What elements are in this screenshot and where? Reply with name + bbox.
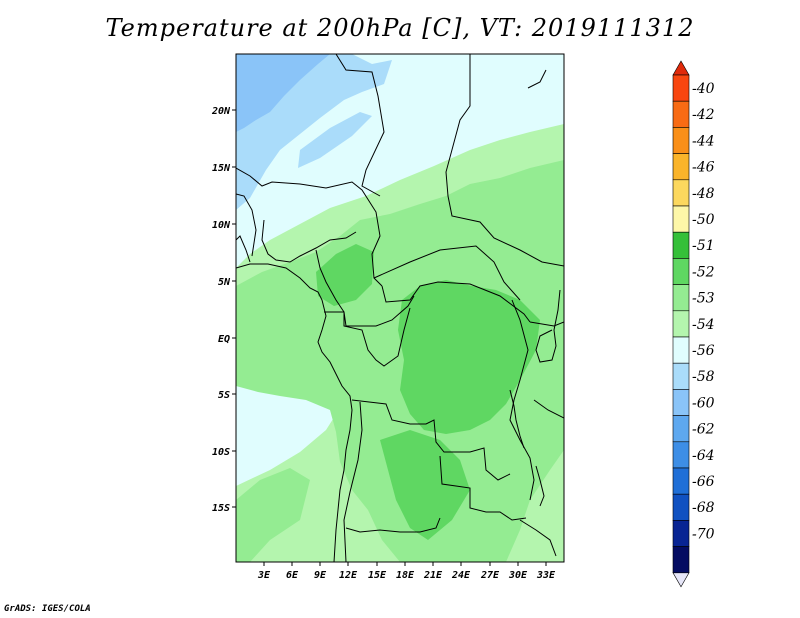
coast-redsea [527, 69, 547, 89]
boundary-congo [343, 295, 415, 327]
lon-label-27e: 27E [480, 570, 500, 581]
colorbar-label: -51 [692, 238, 715, 254]
colorbar-swatch [672, 127, 690, 154]
boundary-tanzania [533, 399, 564, 419]
lat-label-15n: 15N [212, 163, 231, 174]
colorbar-swatch [672, 100, 690, 128]
colorbar-swatch [672, 153, 690, 181]
colorbar-label: -50 [692, 212, 715, 228]
colorbar-top-arrow [672, 60, 690, 76]
boundary-mozambique [519, 519, 557, 557]
colorbar-swatch [672, 415, 690, 443]
colorbar-label: -60 [692, 395, 715, 411]
lon-label-18e: 18E [396, 570, 415, 581]
lat-axis: 20N 15N 10N 5N EQ 5S 10S 15S [211, 106, 236, 514]
colorbar-swatch [672, 520, 690, 547]
lon-label-9e: 9E [314, 570, 327, 581]
lat-label-eq: EQ [218, 334, 230, 345]
country-boundaries [236, 54, 564, 562]
colorbar-label: -40 [692, 81, 715, 97]
colorbar-swatch [672, 467, 690, 495]
field-58-zone [236, 54, 330, 132]
grads-credit: GrADS: IGES/COLA [4, 604, 91, 614]
colorbar-swatch [672, 441, 690, 469]
colorbar-swatch [672, 205, 690, 233]
colorbar-label: -58 [692, 369, 715, 385]
colorbar-label: -70 [692, 526, 715, 542]
colorbar-label: -53 [692, 291, 715, 307]
field-51-zone [398, 280, 540, 434]
lon-label-15e: 15E [368, 570, 387, 581]
lon-label-24e: 24E [451, 570, 471, 581]
boundary-westafrica-1 [236, 193, 257, 257]
lat-label-10n: 10N [212, 220, 231, 231]
coast-lake-tanganyika [509, 389, 525, 449]
boundary-angola-west [343, 401, 363, 562]
colorbar-swatch [672, 310, 690, 338]
colorbar-label: -42 [692, 107, 715, 123]
boundary-north-2 [445, 54, 564, 267]
colorbar-swatch [672, 231, 690, 259]
boundary-gabon [324, 307, 411, 367]
lon-label-6e: 6E [286, 570, 299, 581]
lon-label-3e: 3E [257, 570, 271, 581]
colorbar-bottom-arrow [672, 572, 690, 588]
field-56-streak [298, 112, 372, 168]
colorbar-label: -46 [692, 160, 715, 176]
colorbar-label: -44 [692, 133, 715, 149]
boundary-central [373, 245, 521, 301]
lon-label-21e: 21E [423, 570, 443, 581]
coastline [236, 69, 561, 562]
field-52-southwest [236, 468, 310, 562]
colorbar-swatch [672, 74, 690, 102]
boundary-westafrica-2 [236, 235, 251, 263]
lat-label-15s: 15S [212, 503, 230, 514]
map-frame [235, 53, 565, 563]
lon-label-33e: 33E [536, 570, 556, 581]
lon-label-12e: 12E [339, 570, 358, 581]
field-51-south [380, 430, 470, 540]
colorbar-swatch [672, 284, 690, 312]
colorbar-swatch [672, 362, 690, 390]
lat-label-20n: 20N [211, 106, 231, 117]
colorbar-label: -56 [692, 343, 715, 359]
lon-label-30e: 30E [508, 570, 528, 581]
map-title: Temperature at 200hPa [C], VT: 201911131… [105, 14, 695, 42]
coast-gulf-guinea [236, 263, 353, 562]
boundary-nigeria [261, 219, 357, 263]
coast-lake-malawi [535, 465, 545, 507]
boundary-east-lakes [509, 299, 535, 501]
colorbar-label: -68 [692, 500, 715, 516]
colorbar-label: -66 [692, 474, 715, 490]
colorbar-swatch [672, 493, 690, 521]
boundary-angola-zambia [439, 455, 527, 521]
boundary-north-1 [335, 54, 385, 197]
lon-axis: 3E 6E 9E 12E 15E 18E 21E 24E 27E 30E 33E [257, 562, 556, 581]
colorbar: -40 -42 -44 -46 -48 -50 -51 -52 -53 -54 -56 -58 -60 -… [672, 60, 715, 588]
colorbar-label: -48 [692, 186, 715, 202]
colorbar-swatch [672, 336, 690, 364]
colorbar-label: -64 [692, 448, 715, 464]
lat-label-5n: 5N [218, 277, 231, 288]
boundary-west-coast [236, 167, 383, 287]
coast-east [535, 289, 561, 363]
boundary-angola-south [345, 517, 441, 533]
lat-label-5s: 5S [218, 390, 230, 401]
colorbar-swatch [672, 546, 690, 574]
colorbar-swatch [672, 179, 690, 207]
colorbar-label: -62 [692, 422, 715, 438]
boundary-east [529, 321, 564, 327]
boundary-drc-angola [351, 399, 511, 481]
boundary-car-drc [381, 281, 531, 323]
colorbar-label: -54 [692, 317, 715, 333]
colorbar-swatch [672, 389, 690, 416]
colorbar-swatch [672, 258, 690, 285]
boundary-cameroon [315, 249, 345, 313]
lat-label-10s: 10S [212, 447, 230, 458]
colorbar-label: -52 [692, 264, 715, 280]
